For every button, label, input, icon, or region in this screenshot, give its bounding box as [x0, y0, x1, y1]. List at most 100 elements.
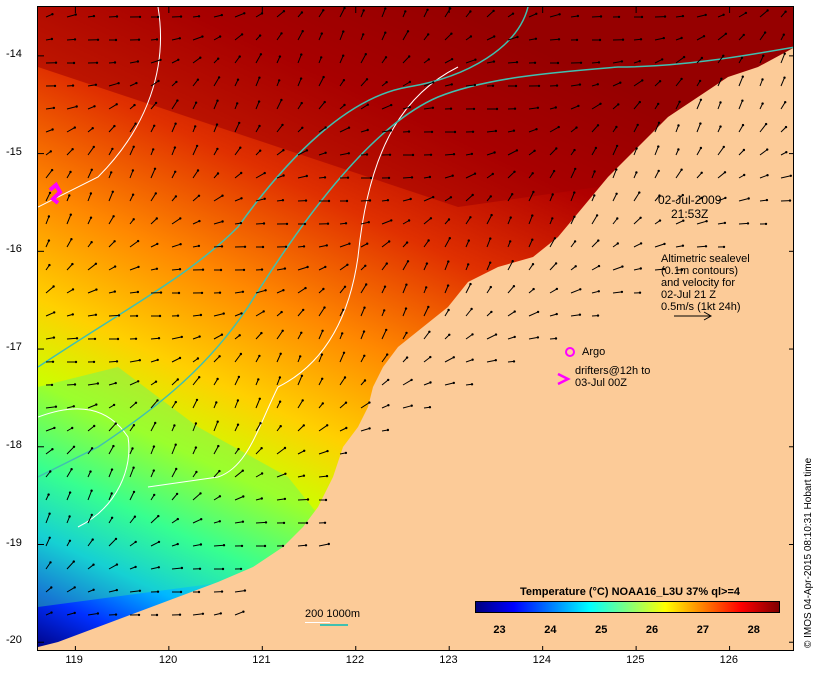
argo-marker[interactable]: [565, 347, 575, 357]
velocity-vector: [108, 240, 115, 248]
velocity-vector-head: [473, 172, 477, 175]
velocity-vector-head: [387, 378, 390, 382]
velocity-vector-head: [450, 32, 453, 35]
velocity-vector-head: [242, 268, 246, 272]
velocity-vector-head: [534, 37, 538, 40]
velocity-vector: [276, 124, 283, 133]
velocity-vector-head: [216, 172, 220, 175]
velocity-vector-head: [221, 194, 224, 197]
colorbar-tick-label: 25: [595, 624, 608, 636]
velocity-vector-head: [495, 107, 499, 111]
velocity-vector: [612, 291, 622, 294]
velocity-vector: [255, 54, 262, 64]
velocity-vector-head: [469, 282, 472, 286]
velocity-vector: [255, 172, 265, 179]
velocity-vector-head: [680, 268, 684, 271]
velocity-vector: [66, 38, 76, 41]
velocity-vector-head: [346, 176, 350, 179]
velocity-vector: [780, 101, 786, 110]
velocity-vector-head: [156, 358, 159, 362]
velocity-vector-head: [259, 149, 262, 152]
velocity-vector-head: [531, 263, 535, 266]
velocity-vector: [150, 566, 159, 570]
velocity-vector: [360, 53, 367, 64]
velocity-vector-head: [593, 194, 596, 197]
velocity-vector: [675, 169, 683, 179]
velocity-vector-head: [71, 426, 74, 430]
lat-tick-label: -18: [6, 438, 22, 451]
velocity-vector-head: [576, 14, 580, 18]
velocity-vector-head: [54, 61, 58, 64]
velocity-vector-head: [304, 544, 308, 547]
velocity-vector-head: [509, 216, 512, 219]
velocity-vector: [402, 198, 411, 202]
velocity-vector-head: [596, 124, 600, 127]
velocity-vector-head: [615, 192, 618, 195]
velocity-vector-head: [197, 590, 201, 594]
velocity-vector-head: [68, 515, 71, 518]
velocity-vector: [171, 37, 180, 41]
velocity-vector: [129, 61, 138, 64]
velocity-vector: [297, 544, 307, 547]
velocity-vector-head: [282, 10, 286, 13]
velocity-vector-head: [90, 168, 93, 171]
velocity-vector-head: [134, 401, 138, 404]
velocity-vector-head: [470, 307, 473, 311]
velocity-vector: [717, 55, 724, 64]
velocity-vector: [234, 353, 242, 363]
velocity-vector-head: [131, 447, 134, 450]
velocity-vector: [528, 336, 538, 340]
velocity-vector: [318, 127, 326, 133]
depth-legend-line-200: [305, 622, 330, 623]
velocity-vector: [66, 586, 75, 593]
velocity-vector-head: [446, 284, 450, 287]
velocity-vector-head: [429, 381, 432, 384]
velocity-vector: [171, 357, 181, 363]
velocity-vector-head: [219, 268, 223, 272]
lat-tick-label: -20: [6, 634, 22, 647]
velocity-vector-head: [285, 222, 289, 226]
date-annotation: 02-Jul-2009 21:53Z: [658, 193, 721, 221]
velocity-vector: [570, 105, 579, 110]
velocity-vector-head: [221, 567, 225, 571]
velocity-vector-head: [284, 472, 287, 475]
velocity-vector-head: [154, 101, 158, 105]
drifter-marker[interactable]: [557, 372, 571, 386]
velocity-vector: [297, 309, 304, 317]
velocity-vector-head: [239, 352, 243, 356]
velocity-vector-head: [719, 101, 722, 104]
velocity-vector: [318, 475, 328, 478]
velocity-vector: [444, 153, 455, 156]
velocity-vector: [696, 99, 702, 110]
velocity-vector: [87, 539, 94, 547]
velocity-vector: [738, 222, 749, 225]
velocity-vector-head: [342, 30, 345, 33]
sst-map[interactable]: 02-Jul-2009 21:53Z Altimetric sealevel (…: [37, 6, 794, 651]
velocity-vector: [297, 499, 309, 501]
velocity-vector-head: [180, 566, 184, 570]
velocity-vector-head: [302, 308, 305, 312]
velocity-vector: [654, 268, 665, 271]
velocity-vector-head: [72, 445, 76, 448]
velocity-vector: [444, 175, 453, 179]
velocity-vector: [108, 589, 117, 593]
velocity-vector-head: [489, 237, 492, 240]
velocity-vector: [654, 170, 660, 179]
velocity-vector-head: [746, 222, 750, 225]
velocity-vector-head: [681, 244, 685, 247]
velocity-vector-head: [452, 356, 455, 359]
velocity-vector-head: [663, 15, 667, 18]
velocity-vector: [66, 337, 78, 340]
velocity-vector-head: [259, 53, 263, 56]
velocity-vector: [234, 611, 244, 616]
velocity-vector-head: [362, 9, 365, 12]
velocity-vector-head: [638, 100, 641, 104]
velocity-vector-head: [447, 308, 450, 312]
velocity-vector-head: [320, 353, 324, 356]
velocity-vector: [507, 311, 515, 317]
velocity-vector-head: [362, 330, 366, 333]
velocity-vector-head: [156, 242, 159, 246]
velocity-vector: [528, 191, 534, 202]
velocity-vector-head: [179, 243, 182, 246]
velocity-vector: [402, 284, 407, 294]
